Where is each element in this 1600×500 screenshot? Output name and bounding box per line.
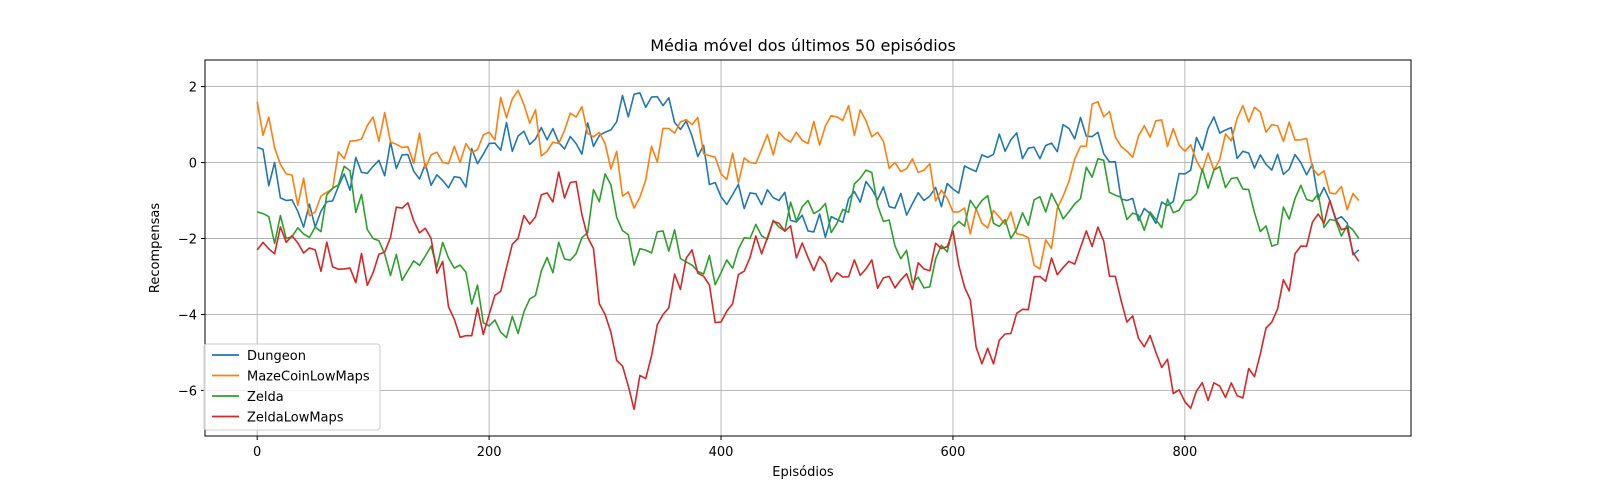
y-tick-label: 2 — [189, 81, 197, 96]
y-tick-label: 0 — [189, 157, 197, 172]
x-tick-label: 400 — [709, 445, 734, 460]
legend-label: Zelda — [247, 390, 284, 405]
grid-lines — [205, 60, 1411, 436]
legend-box — [203, 343, 381, 431]
legend: Dungeon MazeCoinLowMaps Zelda ZeldaLowMaps — [203, 343, 381, 431]
series-line-MazeCoinLowMaps — [256, 89, 1360, 270]
legend-label: Dungeon — [247, 349, 306, 364]
series-line-ZeldaLowMaps — [256, 171, 1360, 411]
x-tick-label: 200 — [477, 445, 502, 460]
y-tick-label: −4 — [178, 308, 197, 323]
y-tick-label: −2 — [178, 233, 197, 248]
chart-title: Média móvel dos últimos 50 episódios — [650, 36, 956, 55]
x-axis-label: Episódios — [772, 465, 834, 480]
axis-ticks: 0 200 400 600 800 −6 −4 −2 0 2 — [178, 81, 1197, 460]
plot-area-frame — [204, 59, 1412, 437]
x-tick-label: 600 — [941, 445, 966, 460]
x-tick-label: 800 — [1172, 445, 1197, 460]
series-line-Dungeon — [256, 92, 1360, 256]
x-tick-label: 0 — [253, 445, 261, 460]
y-axis-label: Recompensas — [148, 203, 163, 293]
series-lines — [256, 89, 1360, 411]
y-tick-label: −6 — [178, 384, 197, 399]
legend-label: MazeCoinLowMaps — [247, 370, 370, 385]
series-line-Zelda — [256, 157, 1360, 339]
legend-label: ZeldaLowMaps — [247, 411, 344, 426]
